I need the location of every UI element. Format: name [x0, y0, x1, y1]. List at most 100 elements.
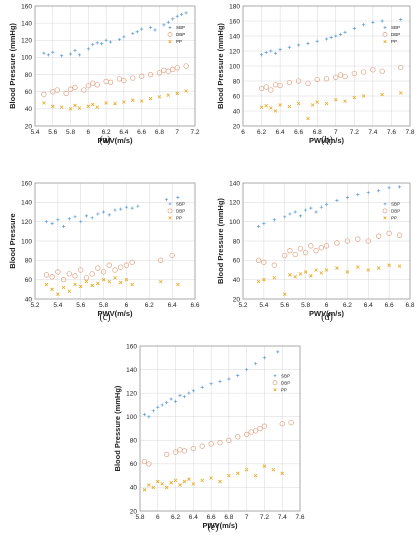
- data-point-sbp: [276, 350, 280, 354]
- x-axis-title: PWV(m/s): [202, 521, 238, 530]
- y-axis-title: Blood Pressure (mmHg): [216, 23, 225, 109]
- data-point-pp: [178, 483, 182, 487]
- legend-label-sbp: SBP: [176, 25, 185, 30]
- data-point-sbp: [343, 30, 347, 34]
- data-point-sbp: [352, 26, 356, 31]
- series-sbp: [44, 195, 180, 229]
- data-point-pp: [271, 467, 276, 472]
- data-point-dbp: [116, 76, 123, 82]
- data-point-dbp: [355, 236, 361, 242]
- data-point-sbp: [264, 50, 268, 55]
- data-point-pp: [288, 273, 292, 277]
- y-tick-label: 180: [229, 3, 240, 10]
- data-point-dbp: [139, 73, 145, 79]
- data-point-sbp: [104, 38, 108, 42]
- x-tick-label: 5.4: [259, 302, 268, 309]
- data-point-sbp: [131, 31, 135, 36]
- chart-panel-b: 6 6.2 6.4 6.6 6.8 7 7.2 7.4 7.6 7.8 20 40 60 80 100 120…: [216, 3, 415, 146]
- x-tick-label: 5.8: [135, 514, 144, 521]
- data-point-dbp: [323, 243, 330, 249]
- data-point-sbp: [324, 202, 329, 206]
- data-point-sbp: [380, 19, 384, 23]
- series-pp: [142, 464, 285, 492]
- x-tick-label: 7.2: [260, 514, 269, 521]
- data-point-sbp: [117, 37, 122, 42]
- data-point-sbp: [113, 208, 117, 212]
- data-point-pp: [84, 279, 89, 284]
- data-point-pp: [147, 483, 151, 487]
- data-point-dbp: [376, 233, 382, 239]
- data-point-sbp: [42, 51, 46, 55]
- legend-marker-pp: [273, 388, 277, 392]
- data-point-pp: [345, 270, 350, 274]
- data-point-sbp: [84, 214, 89, 218]
- x-tick-label: 5.2: [238, 302, 247, 309]
- data-point-dbp: [337, 72, 344, 78]
- data-point-sbp: [67, 217, 71, 221]
- data-point-sbp: [178, 393, 182, 398]
- data-point-pp: [259, 105, 264, 110]
- data-point-sbp: [101, 210, 106, 214]
- legend: SBP DBP PP: [272, 373, 290, 392]
- y-tick-label: 120: [21, 219, 32, 226]
- data-point-pp: [278, 103, 282, 107]
- data-point-sbp: [262, 222, 266, 226]
- legend: SBP DBP PP: [167, 25, 185, 44]
- data-point-dbp: [279, 421, 285, 427]
- data-point-pp: [113, 275, 117, 280]
- data-point-sbp: [334, 34, 338, 38]
- x-tick-label: 6.4: [168, 302, 177, 309]
- legend-label-pp: PP: [391, 39, 397, 44]
- data-point-pp: [67, 289, 72, 294]
- data-point-dbp: [55, 269, 61, 275]
- y-axis-title: Blood Pressure (mmHg): [113, 385, 122, 471]
- data-point-dbp: [287, 248, 293, 254]
- data-point-sbp: [272, 218, 276, 222]
- data-point-sbp: [122, 35, 126, 39]
- legend-marker-pp: [383, 216, 387, 220]
- y-tick-label: 140: [21, 20, 32, 27]
- data-point-dbp: [177, 447, 183, 453]
- legend: SBP DBP PP: [167, 201, 185, 220]
- data-point-sbp: [335, 198, 339, 202]
- y-tick-label: 60: [233, 93, 241, 100]
- data-point-dbp: [272, 82, 279, 88]
- data-point-pp: [319, 271, 324, 275]
- series-dbp: [141, 419, 294, 467]
- data-point-pp: [324, 268, 329, 272]
- data-point-pp: [101, 277, 106, 282]
- data-point-pp: [280, 471, 285, 476]
- legend-label-pp: PP: [391, 215, 397, 220]
- data-point-sbp: [304, 208, 308, 212]
- data-point-sbp: [236, 373, 240, 378]
- x-tick-label: 6.2: [145, 302, 154, 309]
- data-point-dbp: [398, 64, 404, 71]
- data-point-pp: [90, 102, 95, 107]
- data-point-dbp: [146, 461, 152, 467]
- y-tick-label: 40: [25, 106, 33, 113]
- y-tick-label: 160: [21, 180, 32, 187]
- x-tick-label: 6.2: [102, 129, 111, 136]
- data-point-sbp: [362, 23, 366, 27]
- y-tick-label: 80: [25, 258, 33, 265]
- data-point-pp: [90, 283, 94, 288]
- data-point-pp: [324, 101, 329, 106]
- legend-label-sbp: SBP: [391, 25, 400, 30]
- data-point-sbp: [259, 53, 264, 57]
- legend-marker-dbp: [272, 380, 278, 386]
- data-point-dbp: [170, 66, 176, 73]
- y-tick-label: 80: [25, 72, 33, 79]
- x-tick-label: 7.6: [387, 129, 396, 136]
- data-point-pp: [73, 103, 77, 108]
- data-point-dbp: [72, 273, 78, 279]
- data-point-sbp: [142, 412, 147, 416]
- y-tick-label: 160: [21, 3, 32, 10]
- data-point-pp: [158, 279, 163, 284]
- data-point-sbp: [156, 405, 160, 409]
- data-point-dbp: [89, 271, 95, 277]
- x-axis-title: PWV(m/s): [309, 309, 345, 318]
- y-tick-label: 100: [21, 55, 32, 62]
- y-tick-label: 120: [229, 200, 240, 207]
- y-tick-label: 80: [233, 78, 241, 85]
- data-point-sbp: [151, 409, 155, 413]
